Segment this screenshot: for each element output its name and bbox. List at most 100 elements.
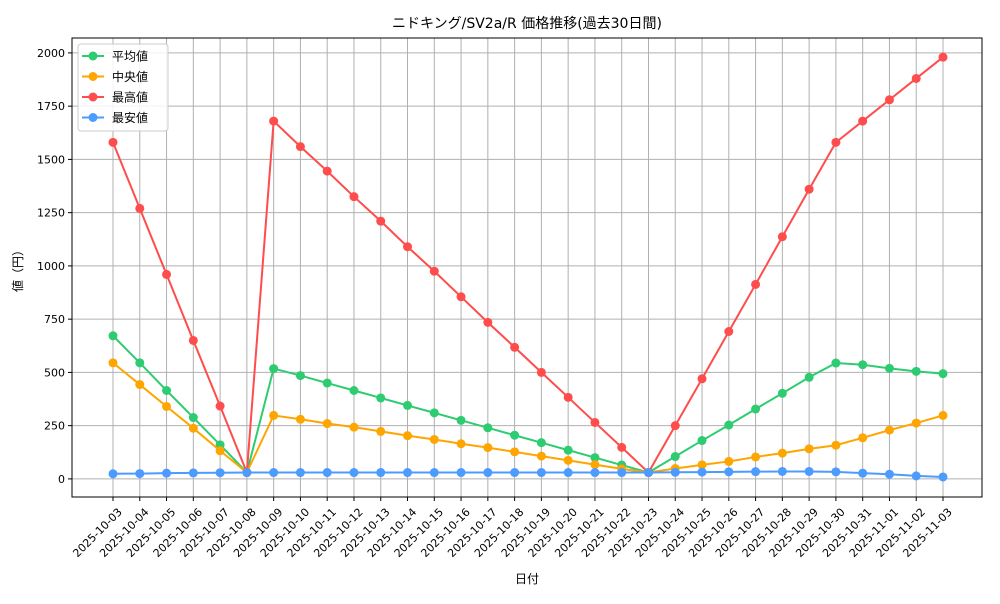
data-point: [831, 358, 841, 368]
data-point: [536, 367, 546, 377]
data-point: [188, 413, 198, 423]
data-point: [804, 372, 814, 382]
x-axis: 2025-10-032025-10-042025-10-052025-10-06…: [70, 497, 955, 560]
data-point: [376, 393, 386, 403]
data-point: [456, 415, 466, 425]
plot-frame: [71, 37, 983, 498]
data-point: [697, 467, 707, 477]
data-point: [563, 468, 573, 478]
data-point: [108, 469, 118, 479]
series-最安値: [108, 466, 948, 482]
data-point: [777, 466, 787, 476]
data-point: [108, 358, 118, 368]
data-point: [510, 447, 520, 457]
data-point: [724, 420, 734, 430]
data-point: [858, 360, 868, 370]
data-point: [269, 468, 279, 478]
data-point: [322, 378, 332, 388]
legend-label: 最安値: [112, 110, 148, 125]
data-point: [536, 438, 546, 448]
data-point: [135, 203, 145, 213]
data-point: [697, 436, 707, 446]
data-point: [724, 327, 734, 337]
data-point: [135, 380, 145, 390]
data-point: [670, 421, 680, 431]
y-tick-label: 1500: [37, 153, 65, 166]
data-point: [884, 469, 894, 479]
data-point: [938, 369, 948, 379]
data-point: [483, 443, 493, 453]
y-tick-label: 500: [44, 366, 65, 379]
data-point: [162, 269, 172, 279]
data-point: [697, 374, 707, 384]
data-point: [322, 166, 332, 176]
data-point: [483, 423, 493, 433]
data-point: [349, 422, 359, 432]
data-point: [670, 467, 680, 477]
series-平均値: [108, 331, 948, 478]
data-point: [563, 392, 573, 402]
data-point: [135, 358, 145, 368]
data-point: [590, 453, 600, 463]
data-point: [590, 460, 600, 470]
data-point: [376, 468, 386, 478]
data-point: [536, 451, 546, 461]
data-point: [135, 469, 145, 479]
series-line: [112, 470, 944, 478]
data-point: [911, 366, 921, 376]
data-point: [483, 468, 493, 478]
y-axis-label: 値（円）: [10, 244, 25, 292]
data-point: [295, 468, 305, 478]
legend-label: 最高値: [112, 90, 148, 105]
data-point: [403, 400, 413, 410]
series-group: [108, 52, 948, 482]
legend-label: 中央値: [112, 69, 148, 84]
data-point: [510, 430, 520, 440]
data-point: [322, 419, 332, 429]
data-point: [590, 468, 600, 478]
legend-marker: [88, 72, 98, 81]
data-point: [751, 467, 761, 477]
data-point: [162, 401, 172, 411]
data-point: [804, 466, 814, 476]
data-point: [295, 414, 305, 424]
data-point: [590, 417, 600, 427]
data-point: [349, 192, 359, 202]
data-point: [536, 468, 546, 478]
data-point: [831, 467, 841, 477]
data-point: [483, 317, 493, 327]
data-point: [884, 363, 894, 373]
data-point: [643, 468, 653, 478]
data-point: [884, 95, 894, 105]
data-point: [403, 242, 413, 252]
data-point: [376, 216, 386, 226]
data-point: [804, 444, 814, 454]
x-axis-label: 日付: [515, 572, 539, 586]
data-point: [269, 410, 279, 420]
legend-marker: [88, 113, 98, 122]
data-point: [322, 468, 332, 478]
data-point: [804, 184, 814, 194]
data-point: [188, 335, 198, 345]
data-point: [911, 73, 921, 83]
data-point: [563, 455, 573, 465]
data-point: [777, 232, 787, 242]
legend-marker: [88, 92, 98, 102]
data-point: [456, 292, 466, 302]
data-point: [403, 468, 413, 478]
data-point: [510, 342, 520, 352]
y-tick-label: 0: [58, 473, 65, 486]
y-axis: 0 250 500 750 1000 1250 1500 1750 2000: [37, 47, 72, 486]
data-point: [697, 460, 707, 470]
y-tick-label: 1000: [37, 260, 65, 273]
legend-label: 平均値: [112, 49, 148, 64]
y-tick-label: 1750: [37, 100, 65, 113]
data-point: [510, 468, 520, 478]
data-point: [242, 468, 252, 478]
grid: [72, 38, 982, 497]
data-point: [429, 266, 439, 276]
data-point: [108, 331, 118, 341]
data-point: [215, 401, 225, 411]
data-point: [751, 279, 761, 289]
